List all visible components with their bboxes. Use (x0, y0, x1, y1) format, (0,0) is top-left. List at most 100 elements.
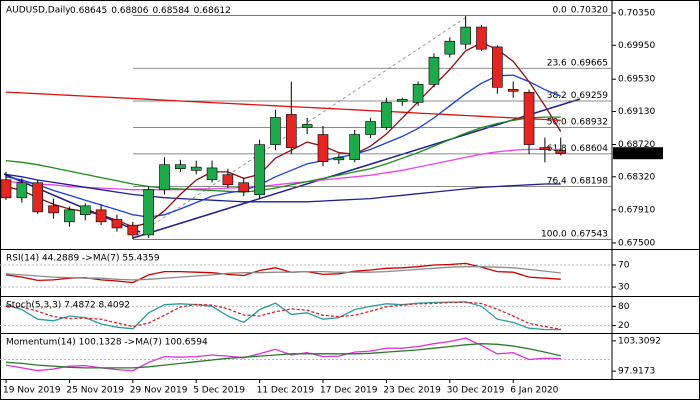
y-tick-label: 0.69950 (618, 41, 655, 51)
indicator-line (5, 266, 561, 281)
candle-body (95, 209, 107, 223)
candle-body (555, 150, 567, 154)
indicator-line (5, 148, 561, 191)
candle-body (317, 134, 329, 162)
y-tick-label: 0.70350 (618, 9, 655, 19)
candle-body (492, 46, 503, 88)
y-tick-label: 0.67500 (618, 238, 655, 248)
indicator-line (5, 262, 561, 284)
fib-price-label: 0.69665 (571, 58, 608, 68)
candle-body (412, 84, 424, 103)
fib-label: 61.8 0.68604 (547, 143, 609, 153)
candle-body (32, 182, 44, 213)
candle-body (238, 182, 250, 193)
fib-label: 76.4 0.68198 (547, 176, 609, 186)
candle-body (254, 144, 265, 196)
fib-label: 23.6 0.69665 (547, 58, 608, 68)
candle-body (381, 102, 392, 128)
candle-body (301, 124, 313, 128)
x-tick-label: 17 Dec 2019 (320, 386, 378, 396)
fib-price-label: 0.69259 (571, 91, 608, 101)
indicator-line (5, 301, 561, 330)
x-tick-label: 11 Dec 2019 (257, 386, 315, 396)
candle-body (159, 164, 170, 191)
y-tick-label: 97.9173 (618, 367, 655, 377)
header-value: 0.68612 (194, 6, 231, 16)
fib-level-label: 50.0 (547, 117, 567, 127)
fib-level-label: 61.8 (547, 143, 567, 153)
indicator-line (5, 74, 562, 218)
header-value: 0.68645 (70, 6, 107, 16)
fib-level-label: 38.2 (547, 91, 567, 101)
indicator-line (5, 343, 561, 369)
candle-body (175, 164, 186, 170)
candle-body (190, 166, 202, 171)
fib-level-label: 100.0 (541, 229, 567, 239)
x-tick-label: 6 Jan 2020 (510, 386, 558, 396)
candle-body (476, 26, 487, 50)
fib-label: 0.0 0.70320 (552, 5, 608, 15)
candle-body (0, 179, 12, 199)
panel-title: RSI(14) 44.2889 ->MA(7) 55.4359 (6, 254, 160, 264)
candle-body (48, 205, 59, 214)
fib-diagonal (132, 15, 469, 239)
header-values: 0.68645 0.68806 0.68584 0.68612 (70, 6, 231, 16)
candle-body (111, 219, 123, 229)
candle-body (507, 89, 519, 92)
candle-body (285, 114, 297, 148)
candle-body (206, 167, 218, 181)
header-value: 0.68584 (152, 6, 189, 16)
candle-body (270, 117, 281, 145)
candle-body (333, 157, 345, 161)
candle-body (222, 174, 234, 186)
indicator-line (5, 173, 561, 203)
y-tick-label: 80 (618, 302, 630, 312)
fib-price-label: 0.68604 (571, 143, 608, 153)
panel-title: Stoch(5,3,3) 7.4872 8.4092 (6, 301, 130, 311)
candle-body (143, 189, 154, 236)
y-tick-label: 103.3092 (618, 336, 661, 346)
header-value: 0.68806 (111, 6, 148, 16)
candle-body (79, 205, 91, 215)
y-tick-label: 0.67910 (618, 205, 655, 215)
panel-title: Momentum(14) 100.1328 ->MA(7) 100.6594 (6, 338, 208, 348)
y-tick-label: 0.68320 (618, 172, 655, 182)
y-tick-label: 30 (618, 283, 630, 293)
fib-price-label: 0.70320 (571, 5, 608, 15)
candle-body (444, 40, 456, 55)
symbol-label: AUDUSD,Daily (6, 6, 71, 16)
candle-body (349, 134, 361, 160)
x-tick-label: 30 Dec 2019 (447, 386, 505, 396)
y-tick-label: 0.69530 (618, 75, 655, 85)
candle-body (16, 182, 28, 199)
x-tick-label: 23 Dec 2019 (383, 386, 441, 396)
fib-price-label: 0.68198 (571, 176, 608, 186)
fib-price-label: 0.67543 (571, 229, 608, 239)
fib-label: 38.2 0.69259 (547, 91, 609, 101)
last-price-box (613, 147, 663, 160)
fib-level-label: 0.0 (552, 5, 567, 15)
candle-body (523, 92, 535, 145)
candle-body (428, 56, 440, 85)
candle-body (396, 99, 408, 102)
y-tick-label: 0.69130 (618, 107, 655, 117)
fib-label: 100.0 0.67543 (541, 229, 608, 239)
y-tick-label: 0.68720 (618, 140, 655, 150)
last-price-label: 0.68612 (618, 149, 655, 159)
indicator-line (5, 301, 561, 331)
candle-body (127, 224, 139, 236)
y-tick-label: 20 (618, 321, 630, 331)
fib-price-label: 0.68932 (571, 117, 608, 127)
candle-body (64, 209, 75, 223)
x-tick-label: 25 Nov 2019 (66, 386, 124, 396)
fib-level-label: 76.4 (547, 176, 567, 186)
x-tick-label: 19 Nov 2019 (3, 386, 61, 396)
fib-label: 50.0 0.68932 (547, 117, 608, 127)
indicator-line (5, 91, 561, 121)
indicator-line (5, 116, 561, 193)
candle-body (539, 147, 551, 150)
candle-body (460, 26, 471, 45)
candle-body (365, 121, 376, 135)
fib-level-label: 23.6 (547, 58, 567, 68)
